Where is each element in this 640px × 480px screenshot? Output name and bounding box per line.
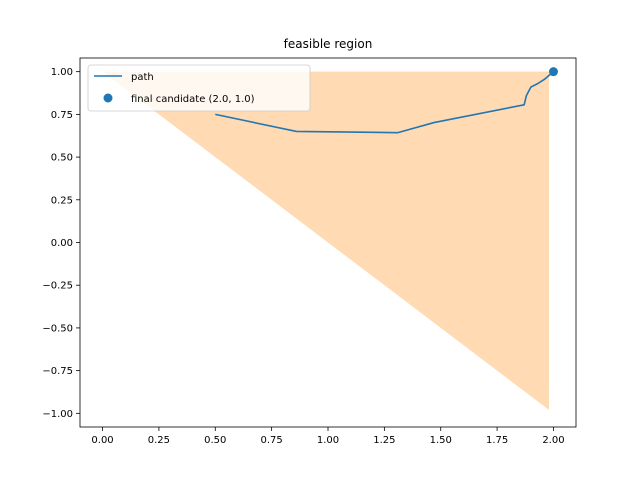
y-tick-label: −0.75: [42, 366, 73, 377]
legend-label: final candidate (2.0, 1.0): [131, 94, 255, 105]
y-tick-label: −0.50: [42, 323, 73, 334]
x-axis: 0.00 0.25 0.50 0.75 1.00 1.25 1.50 1.75 2.00: [91, 427, 565, 446]
y-tick-label: 0.50: [51, 153, 73, 164]
y-tick-label: 0.25: [51, 195, 73, 206]
plot-area: [102, 67, 558, 410]
chart-title: feasible region: [284, 37, 373, 51]
x-tick-label: 1.00: [317, 435, 339, 446]
x-tick-label: 0.25: [148, 435, 170, 446]
y-tick-label: 0.00: [51, 238, 73, 249]
x-tick-label: 0.50: [204, 435, 226, 446]
final-candidate-point: [548, 67, 558, 77]
y-tick-label: −1.00: [42, 409, 73, 420]
y-tick-label: 0.75: [51, 110, 73, 121]
x-tick-label: 1.25: [373, 435, 395, 446]
x-tick-label: 1.50: [430, 435, 452, 446]
y-tick-label: −0.25: [42, 281, 73, 292]
legend: path final candidate (2.0, 1.0): [87, 64, 311, 112]
x-tick-label: 1.75: [486, 435, 508, 446]
x-tick-label: 0.00: [91, 435, 113, 446]
series-line-path: [215, 71, 554, 134]
x-tick-label: 2.00: [542, 435, 564, 446]
y-tick-label: 1.00: [51, 67, 73, 78]
feasible-region: [102, 71, 549, 410]
legend-box: [87, 64, 311, 112]
y-axis: −1.00 −0.75 −0.50 −0.25 0.00 0.25 0.50 0.75 1.00: [42, 67, 80, 420]
legend-label: path: [131, 72, 154, 83]
x-tick-label: 0.75: [261, 435, 283, 446]
legend-point-swatch: [103, 93, 113, 103]
